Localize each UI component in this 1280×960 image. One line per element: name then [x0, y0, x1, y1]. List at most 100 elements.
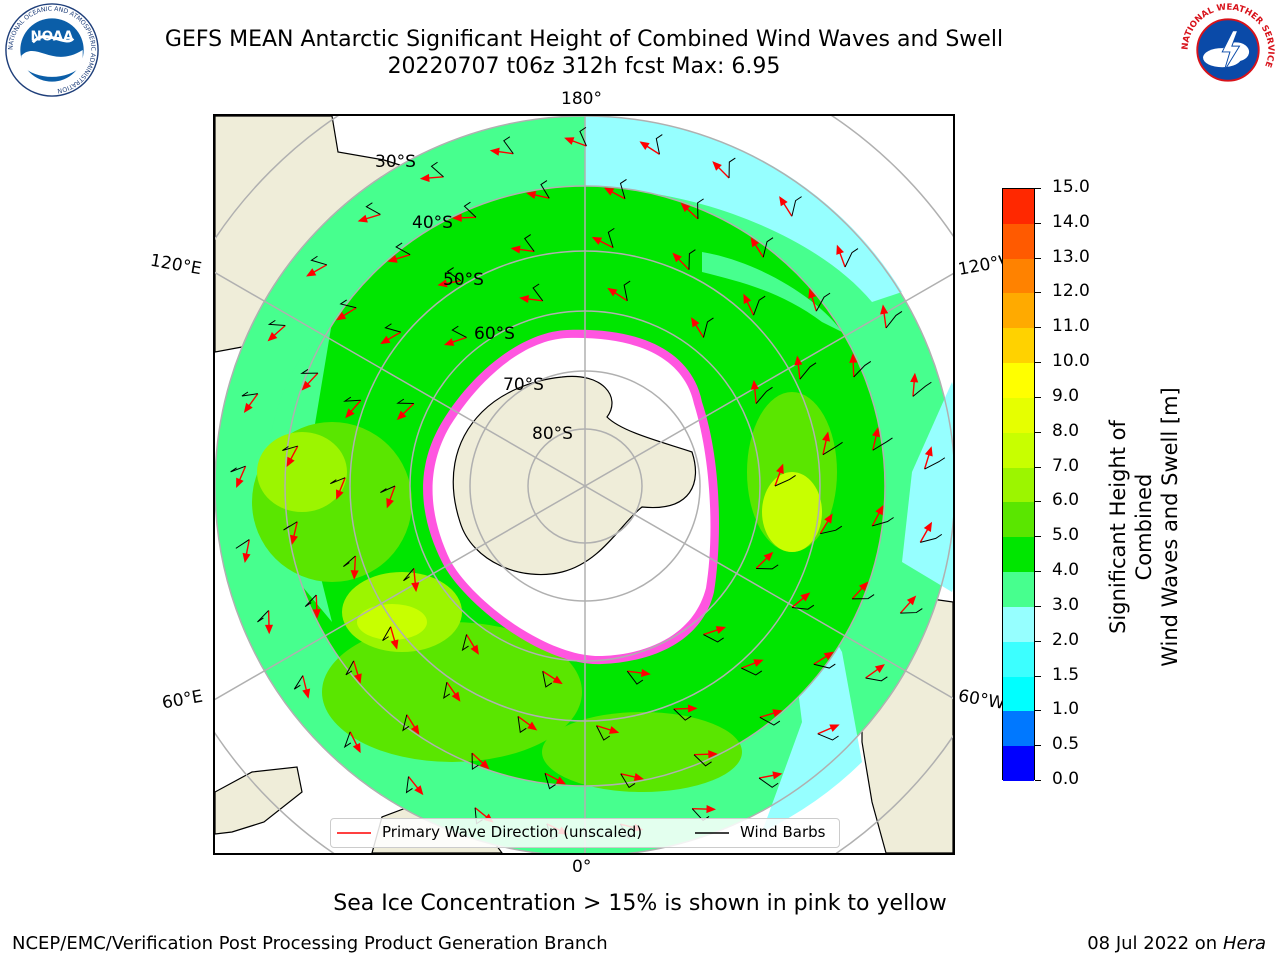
wind-barb — [451, 325, 467, 338]
wind-barb — [384, 323, 401, 333]
wind-barb — [532, 283, 544, 302]
wave-arrow-head — [242, 552, 251, 563]
wind-barb — [343, 396, 361, 402]
colorbar-segment — [1003, 676, 1034, 712]
wave-arrow-head — [906, 595, 917, 606]
wind-barb — [343, 731, 352, 749]
wave-arrow-head — [519, 294, 530, 304]
wave-arrow-head — [443, 338, 455, 346]
colorbar-tick-label: 10.0 — [1052, 351, 1090, 372]
wind-barb — [619, 178, 627, 199]
wave-arrow-head — [352, 742, 361, 754]
wave-arrow-head — [687, 704, 698, 713]
svg-text:NOAA: NOAA — [30, 29, 74, 44]
wind-barb — [820, 525, 843, 535]
colorbar-tick-label: 6.0 — [1052, 490, 1080, 511]
wave-arrow-head — [800, 592, 811, 602]
wave-arrow-head — [527, 721, 538, 731]
wind-barb — [396, 398, 414, 405]
wave-direction-arrows — [230, 126, 946, 840]
colorbar-tick-mark — [1035, 745, 1041, 747]
wave-arrow-head — [910, 372, 919, 383]
wave-arrow-head — [763, 551, 774, 562]
wind-barb — [813, 663, 836, 669]
wind-barb — [924, 457, 946, 470]
wave-arrow-head — [776, 463, 784, 474]
colorbar-tick-label: 8.0 — [1052, 420, 1080, 441]
wave-arrow-head — [302, 688, 311, 699]
colorbar-tick-mark — [1035, 327, 1041, 329]
wind-barb — [267, 319, 286, 326]
lat-label-80s: 80°S — [532, 424, 573, 444]
lat-label-70s: 70°S — [503, 375, 544, 395]
wind-barb — [241, 391, 258, 397]
wave-arrow-head — [924, 446, 933, 457]
colorbar-segment — [1003, 467, 1034, 503]
wind-barb — [471, 753, 479, 771]
wave-direction-legend-label: Primary Wave Direction (unscaled) — [382, 823, 643, 841]
wave-arrow-head — [829, 724, 840, 732]
wind-barb — [382, 626, 392, 642]
wind-barb — [620, 773, 636, 789]
madagascar-landmass — [215, 766, 303, 835]
colorbar-tick-label: 2.0 — [1052, 629, 1080, 650]
colorbar-tick-mark — [1035, 466, 1041, 468]
noaa-logo: NATIONAL OCEANIC AND ATMOSPHERIC ADMINIS… — [5, 3, 99, 97]
wind-barb — [853, 361, 872, 378]
wind-barb — [607, 227, 615, 248]
wave-arrow-head — [301, 380, 312, 391]
wave-arrow-head — [672, 252, 682, 263]
wave-arrow-head — [410, 724, 420, 735]
colorbar-segment — [1003, 746, 1034, 782]
wave-arrow-head — [750, 379, 759, 390]
wave-arrow-head — [808, 288, 817, 299]
colorbar-tick-mark — [1035, 675, 1041, 677]
wind-barb — [461, 634, 469, 652]
wind-barb — [702, 317, 714, 338]
wind-barb — [920, 533, 943, 543]
colorbar-segment — [1003, 502, 1034, 538]
run-date-text: 08 Jul 2022 on — [1087, 933, 1218, 954]
wave-arrow-head — [772, 709, 783, 718]
colorbar-segment — [1003, 606, 1034, 643]
wave-arrow-head — [836, 244, 844, 255]
wave-arrow-head — [419, 173, 430, 183]
lon-label-60w: 60°W — [956, 686, 1007, 714]
wind-barb — [293, 675, 304, 690]
wave-arrow-head — [564, 137, 575, 145]
wind-barb — [282, 445, 298, 451]
wind-barb — [799, 362, 817, 380]
wind-barb — [900, 608, 923, 614]
wave-arrow-head — [691, 317, 700, 328]
colorbar-tick-label: 3.0 — [1052, 594, 1080, 615]
wind-barb — [759, 716, 781, 726]
wave-arrow-head — [411, 582, 420, 593]
colorbar-tick-label: 11.0 — [1052, 316, 1090, 337]
colorbar-segment — [1003, 223, 1034, 260]
wave-arrow-head — [336, 489, 344, 500]
colorbar-tick-mark — [1035, 188, 1041, 189]
lon-label-0: 0° — [572, 857, 592, 877]
wave-arrow-head — [236, 477, 244, 488]
colorbar-segment — [1003, 537, 1034, 573]
wave-arrow-head — [849, 353, 858, 363]
colorbar-tick-label: 9.0 — [1052, 385, 1080, 406]
colorbar-tick-label: 0.0 — [1052, 769, 1080, 789]
colorbar-segment — [1003, 572, 1034, 608]
map-subtitle: 20220707 t06z 312h fcst Max: 6.95 — [387, 54, 781, 79]
wave-arrow-head — [753, 659, 764, 667]
wave-arrow-head — [380, 335, 391, 345]
wind-barb — [235, 539, 250, 549]
wave-arrow-head — [712, 161, 722, 171]
colorbar-segment — [1003, 432, 1034, 469]
colorbar-tick-mark — [1035, 362, 1041, 364]
colorbar-tick-mark — [1035, 640, 1041, 642]
wind-barb — [517, 716, 527, 734]
colorbar-tick-mark — [1035, 396, 1041, 398]
colorbar-tick-mark — [1035, 780, 1041, 781]
wave-arrow-head — [591, 236, 603, 245]
run-date: 08 Jul 2022 on Hera — [1087, 933, 1266, 954]
wave-arrow-head — [880, 304, 889, 315]
wave-direction-legend-line — [337, 832, 371, 834]
wind-barb — [257, 610, 269, 623]
